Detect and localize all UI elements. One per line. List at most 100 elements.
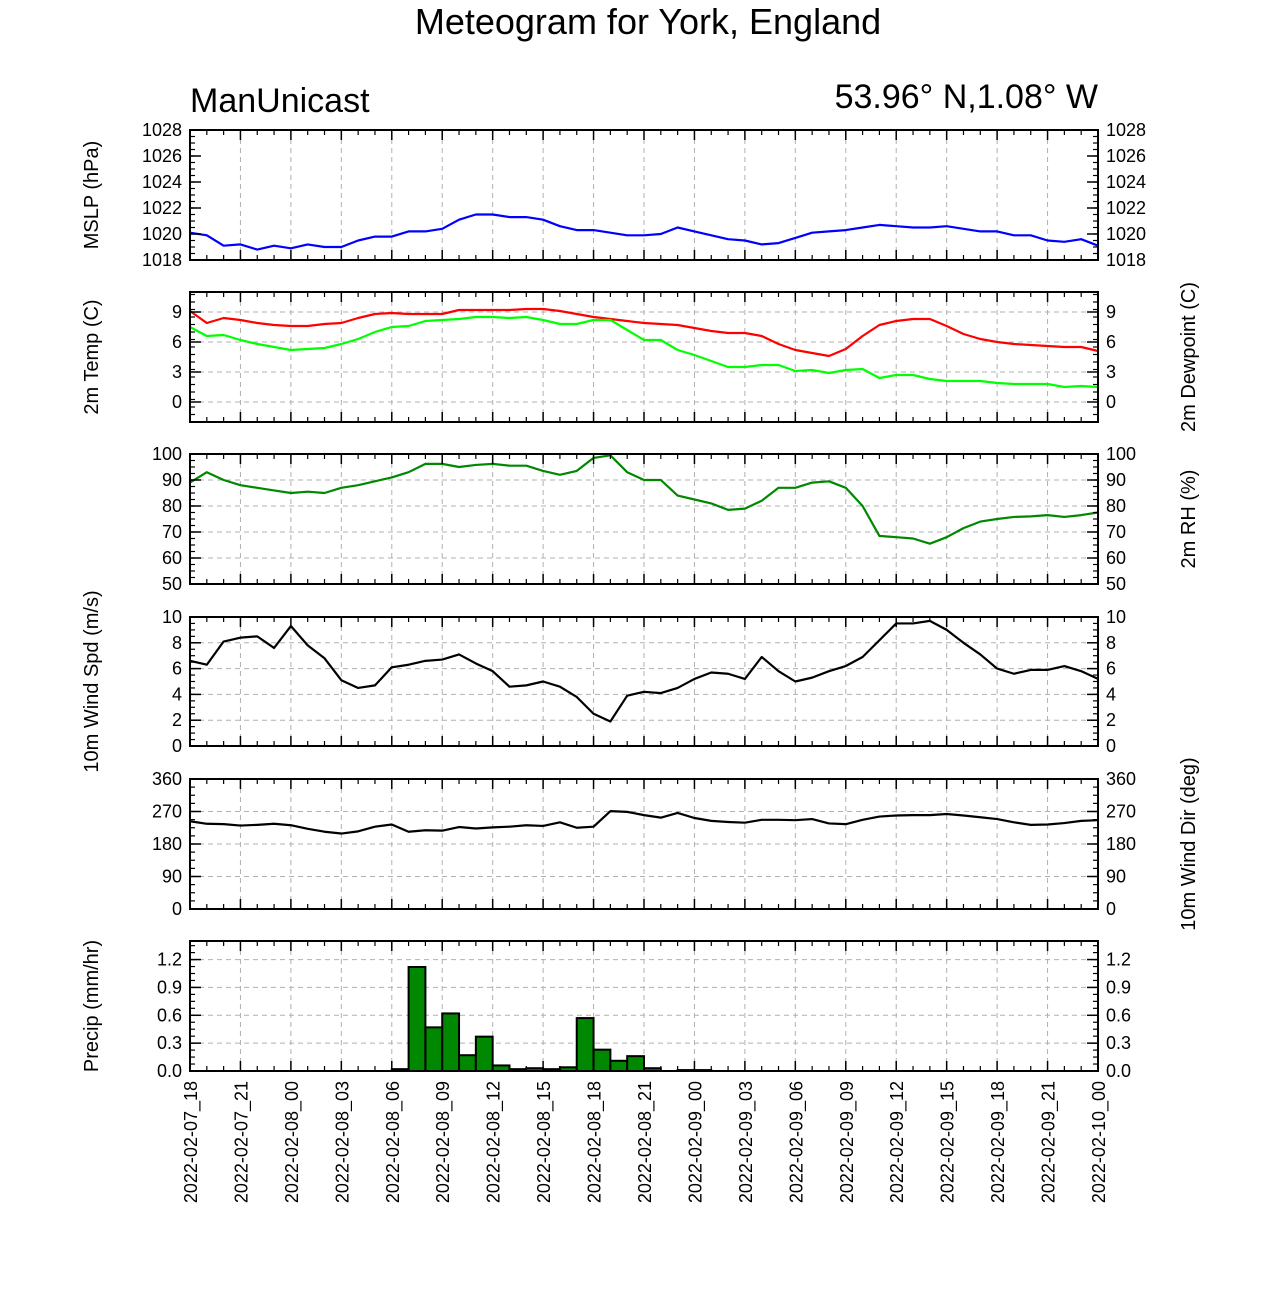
y-tick-label-right: 0.0 <box>1106 1061 1131 1081</box>
y-tick-label-left: 0 <box>172 736 182 756</box>
precip-bar <box>575 1017 595 1072</box>
y-axis-label-right: 10m Wind Dir (deg) <box>1178 757 1200 930</box>
y-tick-label-left: 80 <box>162 496 182 516</box>
y-tick-label-left: 90 <box>162 470 182 490</box>
y-tick-label-right: 0.9 <box>1106 977 1131 997</box>
y-tick-label-right: 360 <box>1106 769 1136 789</box>
y-tick-label-left: 4 <box>172 684 182 704</box>
y-axis-label-right: 2m Dewpoint (C) <box>1178 282 1200 432</box>
y-tick-label-left: 1026 <box>142 146 182 166</box>
y-tick-label-left: 0 <box>172 392 182 412</box>
y-tick-label-left: 1028 <box>142 120 182 140</box>
series-line-temp-0 <box>189 307 1099 358</box>
x-tick-label: 2022-02-08_12 <box>484 1081 505 1203</box>
y-tick-label-right: 3 <box>1106 362 1116 382</box>
x-tick-label: 2022-02-08_03 <box>332 1081 353 1203</box>
y-tick-label-right: 180 <box>1106 834 1136 854</box>
y-tick-label-right: 1018 <box>1106 250 1146 270</box>
precip-bar <box>626 1055 645 1072</box>
y-tick-label-right: 1024 <box>1106 172 1146 192</box>
y-axis-label-left: Precip (mm/hr) <box>81 940 103 1072</box>
y-axis-label-left: MSLP (hPa) <box>81 141 103 250</box>
y-tick-label-left: 3 <box>172 362 182 382</box>
x-tick-label: 2022-02-09_03 <box>736 1081 757 1203</box>
y-tick-label-left: 0.9 <box>157 977 182 997</box>
y-tick-label-right: 90 <box>1106 867 1126 887</box>
x-tick-label: 2022-02-08_09 <box>433 1081 454 1203</box>
x-tick-label: 2022-02-08_00 <box>282 1081 303 1203</box>
x-tick-label: 2022-02-09_18 <box>988 1081 1009 1203</box>
y-tick-label-right: 6 <box>1106 332 1116 352</box>
y-tick-label-right: 2 <box>1106 710 1116 730</box>
y-tick-label-right: 90 <box>1106 470 1126 490</box>
y-tick-label-left: 10 <box>162 607 182 627</box>
precip-bar <box>592 1048 612 1072</box>
x-tick-label: 2022-02-08_06 <box>383 1081 404 1203</box>
y-tick-label-left: 0.3 <box>157 1033 182 1053</box>
y-tick-label-right: 1028 <box>1106 120 1146 140</box>
y-tick-label-right: 70 <box>1106 522 1126 542</box>
y-tick-label-right: 0 <box>1106 899 1116 919</box>
y-tick-label-left: 8 <box>172 633 182 653</box>
y-tick-label-left: 6 <box>172 332 182 352</box>
x-axis: 2022-02-07_18 2022-02-07_21 2022-02-08_00 2… <box>181 1081 1110 1203</box>
y-tick-label-right: 50 <box>1106 574 1126 594</box>
panel-wspd: 0 0 2 2 4 4 6 6 8 8 10 10 10m Wind Spd (m/s) <box>81 590 1126 772</box>
y-tick-label-left: 0.0 <box>157 1061 182 1081</box>
y-tick-label-right: 1020 <box>1106 224 1146 244</box>
location-label: 53.96° N,1.08° W <box>835 78 1098 116</box>
panel-rh: 50 50 60 60 70 70 80 80 90 90 100 100 2m RH (%) <box>152 444 1200 594</box>
y-tick-label-left: 9 <box>172 302 182 322</box>
y-tick-label-right: 8 <box>1106 633 1116 653</box>
y-tick-label-right: 0.6 <box>1106 1005 1131 1025</box>
y-tick-label-left: 1018 <box>142 250 182 270</box>
panel-precip: 0.0 0.0 0.3 0.3 0.6 0.6 0.9 0.9 1.2 1.2 Precip (mm… <box>81 940 1131 1081</box>
series-line-wspd-0 <box>189 619 1099 723</box>
series-line-wdir-0 <box>189 810 1099 835</box>
x-tick-label: 2022-02-10_00 <box>1089 1081 1110 1203</box>
y-tick-label-right: 80 <box>1106 496 1126 516</box>
x-tick-label: 2022-02-08_21 <box>635 1081 656 1203</box>
y-tick-label-right: 0 <box>1106 736 1116 756</box>
y-tick-label-right: 1.2 <box>1106 950 1131 970</box>
x-tick-label: 2022-02-09_09 <box>837 1081 858 1203</box>
y-tick-label-left: 0.6 <box>157 1005 182 1025</box>
precip-bar <box>441 1012 461 1073</box>
panel-mslp: 1018 1018 1020 1020 1022 1022 1024 1024 1026 1026… <box>81 120 1146 270</box>
y-tick-label-left: 60 <box>162 548 182 568</box>
y-axis-label-right: 2m RH (%) <box>1178 470 1200 569</box>
y-tick-label-left: 90 <box>162 867 182 887</box>
y-tick-label-left: 1022 <box>142 198 182 218</box>
x-tick-label: 2022-02-08_15 <box>534 1081 555 1203</box>
y-tick-label-right: 0.3 <box>1106 1033 1131 1053</box>
y-tick-label-left: 50 <box>162 574 182 594</box>
y-tick-label-left: 6 <box>172 659 182 679</box>
x-tick-label: 2022-02-09_12 <box>887 1081 908 1203</box>
y-tick-label-left: 2 <box>172 710 182 730</box>
x-tick-label: 2022-02-09_06 <box>786 1081 807 1203</box>
y-tick-label-left: 1024 <box>142 172 182 192</box>
panel-temp: 0 0 3 3 6 6 9 9 2m Temp (C) 2m Dewpoint (C) <box>81 282 1200 432</box>
y-tick-label-right: 6 <box>1106 659 1116 679</box>
precip-bar <box>609 1059 629 1073</box>
y-tick-label-right: 1026 <box>1106 146 1146 166</box>
y-tick-label-right: 9 <box>1106 302 1116 322</box>
y-tick-label-left: 360 <box>152 769 182 789</box>
y-tick-label-right: 270 <box>1106 802 1136 822</box>
series-line-rh-0 <box>189 454 1099 545</box>
y-tick-label-left: 1.2 <box>157 950 182 970</box>
panel-wdir: 0 0 90 90 180 180 270 270 360 360 10m Wind Dir (de… <box>152 757 1200 930</box>
x-tick-label: 2022-02-09_21 <box>1039 1081 1060 1203</box>
x-tick-label: 2022-02-08_18 <box>585 1081 606 1203</box>
y-tick-label-right: 4 <box>1106 684 1116 704</box>
y-axis-label-left: 2m Temp (C) <box>81 299 103 414</box>
y-tick-label-right: 100 <box>1106 444 1136 464</box>
model-label: ManUnicast <box>190 82 370 120</box>
y-tick-label-right: 0 <box>1106 392 1116 412</box>
y-tick-label-left: 100 <box>152 444 182 464</box>
y-tick-label-left: 180 <box>152 834 182 854</box>
precip-bar <box>407 966 427 1072</box>
y-tick-label-left: 70 <box>162 522 182 542</box>
y-tick-label-right: 1022 <box>1106 198 1146 218</box>
